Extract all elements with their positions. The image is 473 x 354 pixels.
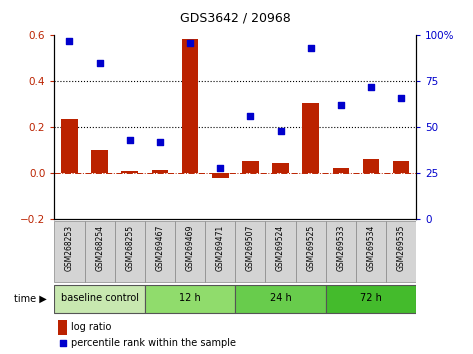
Bar <box>235 285 326 314</box>
Bar <box>175 221 205 282</box>
Bar <box>182 39 198 173</box>
Bar <box>114 221 145 282</box>
Bar <box>363 159 379 173</box>
Text: GSM268253: GSM268253 <box>65 224 74 271</box>
Point <box>126 137 133 143</box>
Bar <box>272 163 289 173</box>
Point <box>96 60 104 66</box>
Text: baseline control: baseline control <box>61 293 139 303</box>
Bar <box>212 173 228 178</box>
Bar <box>386 221 416 282</box>
Bar <box>265 221 296 282</box>
Bar <box>242 161 259 173</box>
Text: GDS3642 / 20968: GDS3642 / 20968 <box>180 12 291 25</box>
Bar <box>205 221 235 282</box>
Text: log ratio: log ratio <box>70 322 111 332</box>
Point <box>59 340 66 346</box>
Bar <box>393 161 410 173</box>
Bar <box>145 285 235 314</box>
Bar <box>122 171 138 173</box>
Bar <box>54 285 145 314</box>
Text: GSM269525: GSM269525 <box>306 224 315 271</box>
Text: 72 h: 72 h <box>360 293 382 303</box>
Text: GSM268255: GSM268255 <box>125 224 134 271</box>
Point <box>66 38 73 44</box>
Point <box>277 128 284 134</box>
Point <box>397 95 405 101</box>
Bar <box>54 221 85 282</box>
Text: GSM269471: GSM269471 <box>216 224 225 271</box>
Text: GSM269535: GSM269535 <box>397 224 406 271</box>
Text: GSM269524: GSM269524 <box>276 224 285 271</box>
Bar <box>356 221 386 282</box>
Text: GSM269534: GSM269534 <box>367 224 376 271</box>
Bar <box>58 320 67 335</box>
Text: 24 h: 24 h <box>270 293 291 303</box>
Point <box>156 139 164 145</box>
Text: percentile rank within the sample: percentile rank within the sample <box>70 338 236 348</box>
Text: GSM269467: GSM269467 <box>156 224 165 271</box>
Point <box>246 114 254 119</box>
Text: GSM269469: GSM269469 <box>185 224 194 271</box>
Bar <box>91 150 108 173</box>
Bar <box>333 168 349 173</box>
Text: GSM269507: GSM269507 <box>246 224 255 271</box>
Point <box>307 45 315 51</box>
Bar <box>326 221 356 282</box>
Text: time ▶: time ▶ <box>14 294 47 304</box>
Text: GSM268254: GSM268254 <box>95 224 104 271</box>
Point <box>337 103 345 108</box>
Bar <box>152 170 168 173</box>
Bar <box>145 221 175 282</box>
Text: GSM269533: GSM269533 <box>336 224 345 271</box>
Bar <box>85 221 114 282</box>
Bar <box>61 119 78 173</box>
Bar <box>326 285 416 314</box>
Point <box>367 84 375 90</box>
Bar <box>235 221 265 282</box>
Point <box>186 40 194 46</box>
Bar <box>296 221 326 282</box>
Bar <box>302 103 319 173</box>
Point <box>217 165 224 171</box>
Text: 12 h: 12 h <box>179 293 201 303</box>
